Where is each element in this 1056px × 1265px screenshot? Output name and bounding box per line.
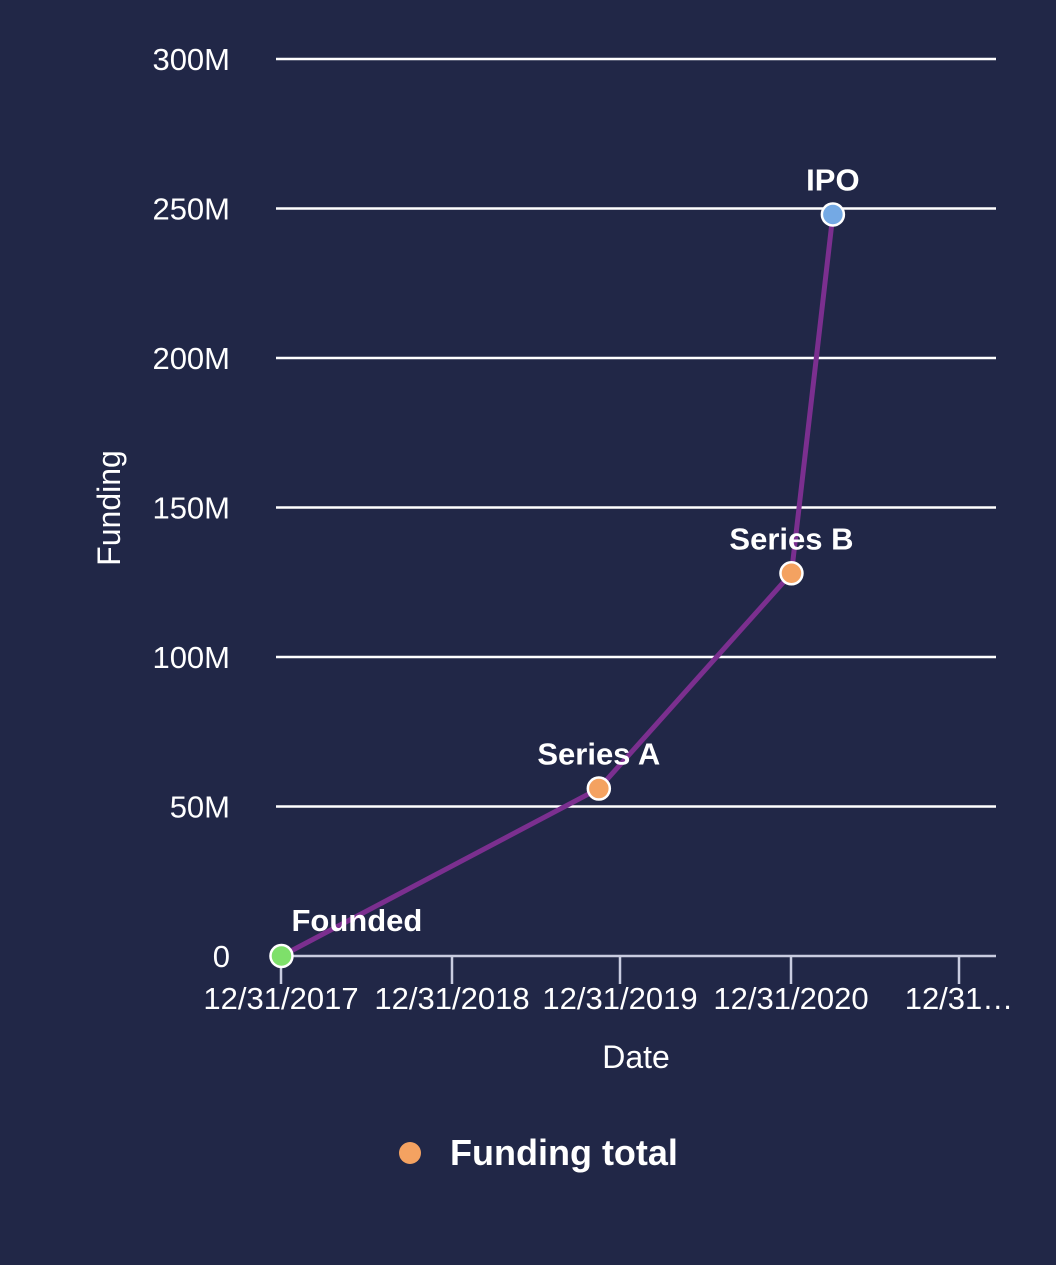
x-tick-label: 12/31… (905, 981, 1014, 1016)
data-point-label: Series B (729, 521, 853, 556)
legend[interactable]: Funding total (399, 1132, 678, 1173)
y-tick-label: 300M (152, 42, 230, 77)
point-labels: Founded Series A Series B IPO (291, 162, 859, 938)
x-tick-label: 12/31/2019 (542, 981, 697, 1016)
y-tick-label: 100M (152, 640, 230, 675)
funding-line (278, 211, 836, 959)
x-tick-label: 12/31/2017 (203, 981, 358, 1016)
y-axis-title: Funding (91, 450, 127, 566)
data-point[interactable] (779, 561, 804, 586)
x-tick-label: 12/31/2020 (713, 981, 868, 1016)
data-point[interactable] (586, 776, 612, 801)
legend-marker (399, 1142, 421, 1164)
y-tick-label: 0 (213, 939, 230, 974)
y-tick-label: 200M (152, 341, 230, 376)
y-tick-label: 250M (152, 192, 230, 227)
data-point-label: Series A (537, 737, 660, 772)
x-axis: 12/31/2017 12/31/2018 12/31/2019 12/31/2020… (203, 954, 1014, 1016)
data-point-label: IPO (806, 162, 859, 197)
grid-lines: 0 50M 100M 150M 200M 250M 300M (152, 42, 996, 974)
x-axis-title: Date (602, 1039, 670, 1075)
x-tick-label: 12/31/2018 (374, 981, 529, 1016)
legend-label[interactable]: Funding total (450, 1132, 678, 1173)
data-point[interactable] (269, 943, 294, 969)
data-point[interactable] (820, 202, 846, 227)
y-tick-label: 150M (152, 491, 230, 526)
y-tick-label: 50M (170, 790, 230, 825)
series-layer (269, 202, 846, 969)
data-point-label: Founded (291, 903, 422, 938)
